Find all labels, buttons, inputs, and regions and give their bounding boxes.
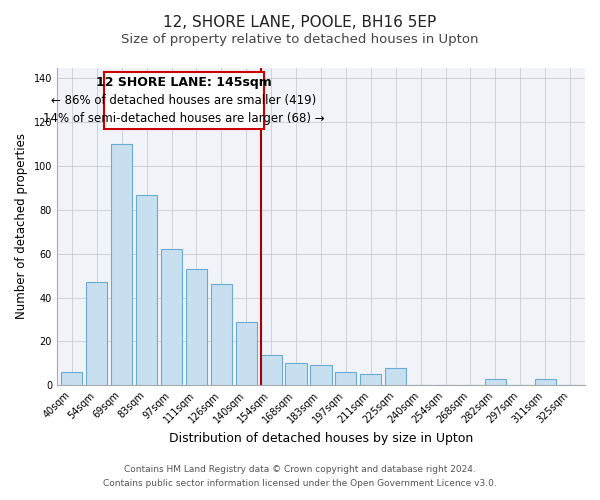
Text: 14% of semi-detached houses are larger (68) →: 14% of semi-detached houses are larger (… xyxy=(43,112,325,125)
Bar xyxy=(86,282,107,385)
Text: 12 SHORE LANE: 145sqm: 12 SHORE LANE: 145sqm xyxy=(96,76,272,88)
Bar xyxy=(111,144,132,385)
Bar xyxy=(161,250,182,385)
Y-axis label: Number of detached properties: Number of detached properties xyxy=(15,134,28,320)
Bar xyxy=(186,269,207,385)
Bar xyxy=(535,378,556,385)
Bar xyxy=(335,372,356,385)
Bar xyxy=(485,378,506,385)
Bar xyxy=(236,322,257,385)
Bar xyxy=(286,364,307,385)
Bar xyxy=(360,374,382,385)
X-axis label: Distribution of detached houses by size in Upton: Distribution of detached houses by size … xyxy=(169,432,473,445)
Bar xyxy=(385,368,406,385)
Bar xyxy=(260,354,282,385)
Bar xyxy=(310,366,332,385)
FancyBboxPatch shape xyxy=(104,72,263,129)
Text: 12, SHORE LANE, POOLE, BH16 5EP: 12, SHORE LANE, POOLE, BH16 5EP xyxy=(163,15,437,30)
Bar xyxy=(136,194,157,385)
Text: Contains HM Land Registry data © Crown copyright and database right 2024.
Contai: Contains HM Land Registry data © Crown c… xyxy=(103,466,497,487)
Bar xyxy=(211,284,232,385)
Text: ← 86% of detached houses are smaller (419): ← 86% of detached houses are smaller (41… xyxy=(52,94,317,107)
Text: Size of property relative to detached houses in Upton: Size of property relative to detached ho… xyxy=(121,32,479,46)
Bar xyxy=(61,372,82,385)
